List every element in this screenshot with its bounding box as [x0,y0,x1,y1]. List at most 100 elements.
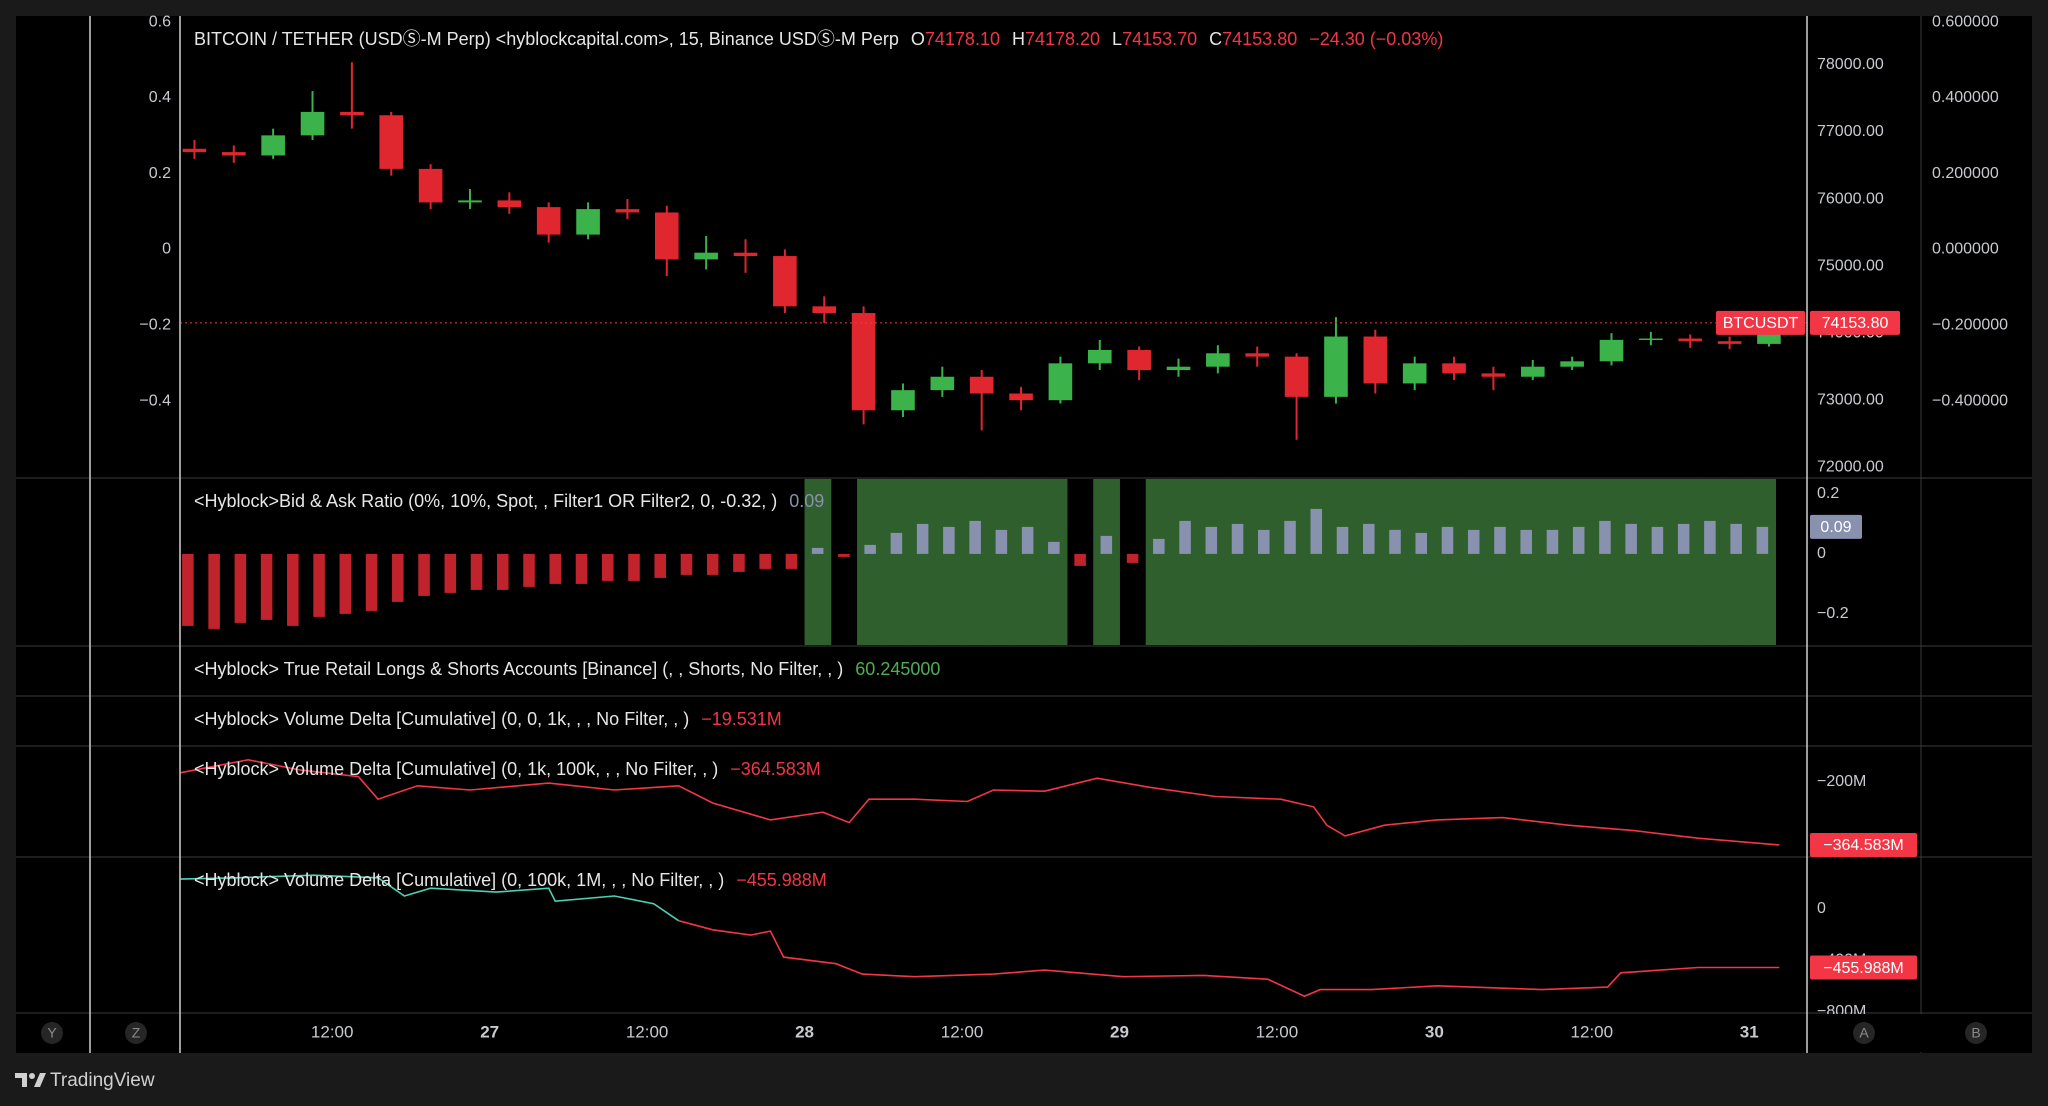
bar [1231,523,1244,554]
positive-shade [1565,479,1593,645]
bar [706,553,719,575]
candle-body [261,135,285,156]
pane-header: <Hyblock> Volume Delta [Cumulative] (0, … [194,759,821,779]
bar [1284,520,1296,554]
bar [759,553,771,569]
bar [208,553,220,629]
bar [1153,538,1165,554]
positive-shade [1434,479,1462,645]
bar [1258,529,1270,554]
positive-shade [857,479,884,645]
bar [1021,526,1034,554]
positive-shade [1513,479,1540,645]
positive-shade [1539,479,1567,645]
bar [365,553,378,611]
y-tick-label: 75000.00 [1817,257,1884,274]
toolbar-label[interactable]: A [1859,1025,1869,1041]
positive-shade [1723,479,1750,645]
brand-logo[interactable] [15,1073,27,1087]
pane-title: <Hyblock> Volume Delta [Cumulative] (0, … [194,870,724,890]
candle-body [1520,366,1545,377]
price-change: −24.30 (−0.03%) [1309,29,1443,49]
pane-header: BITCOIN / TETHER (USDⓈ-M Perp) <hyblockc… [194,29,1443,49]
bar [497,553,509,590]
toolbar-label[interactable]: B [1971,1025,1980,1041]
bar [943,526,955,554]
bar [392,553,404,602]
candle-body [1442,363,1466,374]
y-tick-label: 0.2 [1817,485,1839,502]
positive-shade [1040,479,1068,645]
header-value: 0.09 [789,491,824,511]
bar [1310,508,1323,554]
last-value-label: −455.988M [1823,960,1904,977]
candle-body [221,152,246,156]
last-value-label-box [1810,832,1917,857]
positive-shade [1381,479,1409,645]
toolbar-button[interactable] [125,1022,147,1044]
x-tick-label: 29 [1110,1022,1129,1041]
x-tick-label: 12:00 [626,1022,669,1041]
ohlc-key: C [1209,29,1222,49]
brand-logo[interactable] [34,1073,46,1087]
price-line-name-box [1716,310,1805,335]
x-tick-label: 12:00 [311,1022,354,1041]
positive-shade [1093,479,1120,645]
positive-shade [1145,479,1173,645]
bar [1205,526,1218,554]
last-value-label: −364.583M [1823,837,1904,854]
bar [1415,532,1428,554]
y-tick-label: −0.200000 [1932,316,2008,333]
y-tick-label: 78000.00 [1817,56,1884,73]
ohlc-value: 74178.10 [925,29,1000,49]
bar [838,553,850,557]
bar [1730,523,1742,554]
candle-body [694,252,718,260]
bar [287,553,299,626]
positive-shade [1644,479,1672,645]
bar [1467,529,1480,554]
candle-body [340,111,364,116]
candle-body [1481,373,1506,377]
y-tick-label: −0.400000 [1932,392,2008,409]
candle-body [773,256,797,307]
candle-body [615,209,640,213]
ohlc-key: O [911,29,925,49]
ohlc-value: 74153.80 [1222,29,1297,49]
bar [628,553,640,581]
candle-body [891,390,915,411]
y-tick-label: 0 [1817,900,1826,917]
y-tick-label: −0.4 [139,392,171,409]
toolbar: Y Z A B [41,1022,1987,1044]
last-value-label-box [1810,955,1917,980]
toolbar-button[interactable] [41,1022,63,1044]
bar [680,553,693,575]
positive-shade [1250,479,1278,645]
y-tick-label: 0.2 [149,165,171,182]
toolbar-label[interactable]: Z [132,1025,141,1041]
bar [1441,526,1454,554]
positive-shade [1408,479,1435,645]
candle-body [1009,393,1033,401]
bar [601,553,614,581]
bar [1520,529,1532,554]
bar [1179,520,1191,554]
pane-title: <Hyblock>Bid & Ask Ratio (0%, 10%, Spot,… [194,491,777,511]
brand-name[interactable]: TradingView [50,1070,155,1091]
positive-shade [1329,479,1357,645]
toolbar-button[interactable] [1965,1022,1987,1044]
candle-body [812,306,837,314]
bar [1599,520,1611,554]
candle-body [1639,338,1663,341]
y-tick-label: −200M [1817,773,1866,790]
y-tick-label: 0 [1817,545,1826,562]
brand-logo[interactable] [29,1073,35,1079]
candle-body [851,313,876,411]
toolbar-label[interactable]: Y [47,1025,57,1041]
toolbar-button[interactable] [1853,1022,1875,1044]
y-tick-label: 0 [162,241,171,258]
positive-shade [1276,479,1304,645]
candle-body [1284,356,1309,397]
